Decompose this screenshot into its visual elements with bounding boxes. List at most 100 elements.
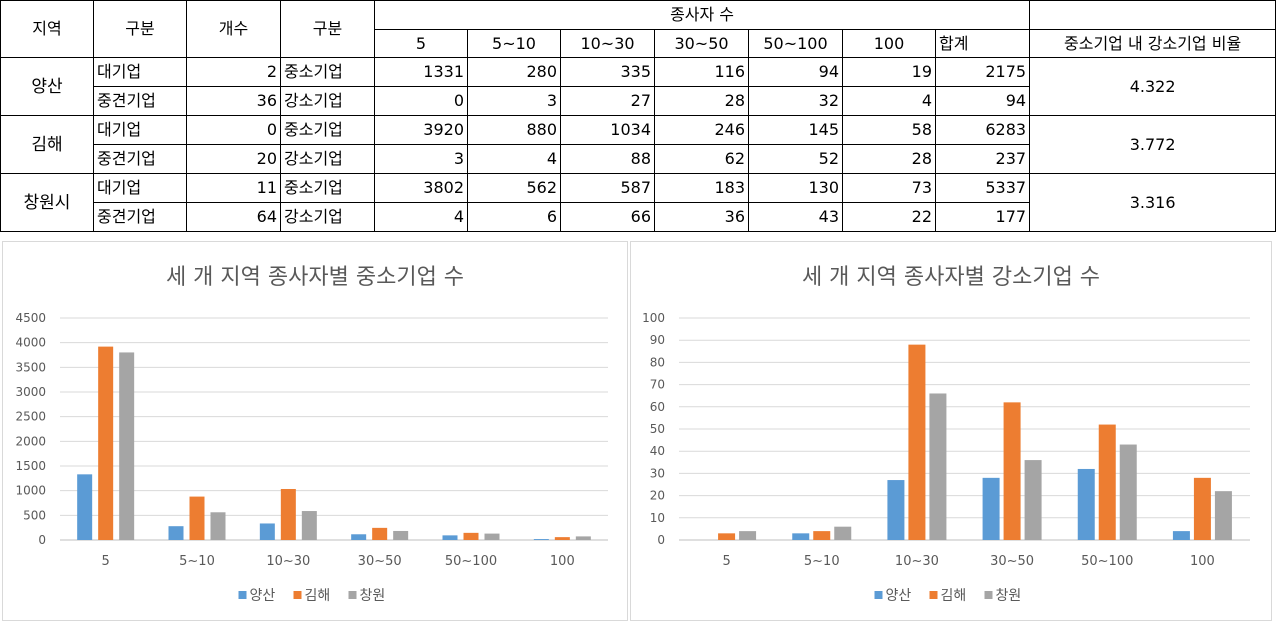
value-cell[interactable]: 1034 (560, 115, 655, 145)
legend-swatch-창원 (984, 591, 993, 599)
y-tick-label: 3500 (15, 360, 46, 374)
type2-cell[interactable]: 강소기업 (280, 86, 375, 116)
legend-label: 창원 (996, 588, 1022, 604)
region-name-cell[interactable]: 창원시 (0, 173, 94, 232)
value-cell[interactable]: 58 (842, 115, 936, 145)
value-cell[interactable]: 335 (560, 57, 655, 87)
y-tick-label: 60 (650, 400, 665, 414)
type1-cell[interactable]: 중견기업 (93, 144, 187, 174)
value-cell[interactable]: 5337 (934, 173, 1031, 203)
bar-양산-5~10 (792, 533, 810, 540)
legend-swatch-김해 (929, 591, 938, 599)
value-cell[interactable]: 73 (842, 173, 936, 203)
y-tick-label: 100 (642, 311, 665, 325)
value-cell[interactable]: 0 (374, 86, 468, 116)
value-cell[interactable]: 130 (748, 173, 843, 203)
region-name-cell[interactable]: 양산 (0, 57, 94, 116)
ratio-cell[interactable]: 4.322 (1029, 57, 1277, 116)
header-size-10-30[interactable]: 10~30 (560, 29, 655, 58)
value-cell[interactable]: 177 (934, 202, 1031, 232)
count-cell[interactable]: 64 (186, 202, 281, 232)
bar-양산-5 (77, 474, 93, 540)
value-cell[interactable]: 32 (748, 86, 843, 116)
header-size-5[interactable]: 5 (374, 29, 468, 58)
value-cell[interactable]: 1331 (374, 57, 468, 87)
header-total[interactable]: 합계 (934, 29, 1031, 58)
type1-cell[interactable]: 대기업 (93, 57, 187, 87)
header-region[interactable]: 지역 (0, 0, 94, 58)
chart-strong-sme-by-employees[interactable]: 세 개 지역 종사자별 강소기업 수 0 10 20 30 40 50 60 70 80 90 100… (630, 241, 1272, 621)
type2-cell[interactable]: 중소기업 (280, 115, 375, 145)
spreadsheet-table-area: 지역 구분 개수 구분 종사자 수 5 5~10 10~30 30~50 50~… (0, 0, 1280, 235)
header-size-5-10[interactable]: 5~10 (467, 29, 561, 58)
value-cell[interactable]: 6 (467, 202, 561, 232)
ratio-cell[interactable]: 3.316 (1029, 173, 1277, 232)
value-cell[interactable]: 2175 (934, 57, 1031, 87)
value-cell[interactable]: 3920 (374, 115, 468, 145)
header-count[interactable]: 개수 (186, 0, 281, 58)
value-cell[interactable]: 183 (654, 173, 749, 203)
value-cell[interactable]: 88 (560, 144, 655, 174)
value-cell[interactable]: 280 (467, 57, 561, 87)
type1-cell[interactable]: 대기업 (93, 115, 187, 145)
value-cell[interactable]: 587 (560, 173, 655, 203)
table-row: 양산 대기업 2 중소기업 1331 280 335 116 94 19 2175 4.322 (0, 57, 1277, 116)
count-cell[interactable]: 20 (186, 144, 281, 174)
type2-cell[interactable]: 중소기업 (280, 57, 375, 87)
region-name-cell[interactable]: 김해 (0, 115, 94, 174)
value-cell[interactable]: 62 (654, 144, 749, 174)
count-cell[interactable]: 11 (186, 173, 281, 203)
value-cell[interactable]: 4 (374, 202, 468, 232)
header-size-30-50[interactable]: 30~50 (654, 29, 749, 58)
header-size-50-100[interactable]: 50~100 (748, 29, 843, 58)
value-cell[interactable]: 36 (654, 202, 749, 232)
type2-cell[interactable]: 강소기업 (280, 202, 375, 232)
header-employees[interactable]: 종사자 수 (373, 0, 1031, 30)
value-cell[interactable]: 116 (654, 57, 749, 87)
count-cell[interactable]: 0 (186, 115, 281, 145)
value-cell[interactable]: 66 (560, 202, 655, 232)
type1-cell[interactable]: 중견기업 (93, 86, 187, 116)
chart-title: 세 개 지역 종사자별 중소기업 수 (166, 265, 464, 290)
value-cell[interactable]: 145 (748, 115, 843, 145)
value-cell[interactable]: 94 (934, 86, 1031, 116)
legend-label: 양산 (886, 588, 912, 604)
value-cell[interactable]: 3802 (374, 173, 468, 203)
value-cell[interactable]: 28 (842, 144, 936, 174)
value-cell[interactable]: 6283 (934, 115, 1031, 145)
value-cell[interactable]: 28 (654, 86, 749, 116)
count-cell[interactable]: 2 (186, 57, 281, 87)
chart-sme-by-employees[interactable]: 세 개 지역 종사자별 중소기업 수 0 500 1000 1500 2000 2500 30… (2, 241, 628, 621)
value-cell[interactable]: 19 (842, 57, 936, 87)
type1-cell[interactable]: 대기업 (93, 173, 187, 203)
value-cell[interactable]: 52 (748, 144, 843, 174)
value-cell[interactable]: 3 (374, 144, 468, 174)
value-cell[interactable]: 4 (842, 86, 936, 116)
value-cell[interactable]: 4 (467, 144, 561, 174)
value-cell[interactable]: 27 (560, 86, 655, 116)
bar-김해-10~30 (280, 488, 296, 540)
value-cell[interactable]: 246 (654, 115, 749, 145)
type2-cell[interactable]: 중소기업 (280, 173, 375, 203)
value-cell[interactable]: 880 (467, 115, 561, 145)
ratio-cell[interactable]: 3.772 (1029, 115, 1277, 174)
chart-title: 세 개 지역 종사자별 강소기업 수 (802, 265, 1100, 290)
value-cell[interactable]: 43 (748, 202, 843, 232)
count-cell[interactable]: 36 (186, 86, 281, 116)
header-blank[interactable] (1029, 0, 1277, 30)
value-cell[interactable]: 562 (467, 173, 561, 203)
header-type1[interactable]: 구분 (93, 0, 187, 58)
value-cell[interactable]: 94 (748, 57, 843, 87)
bar-양산-50~100 (442, 535, 458, 540)
header-ratio[interactable]: 중소기업 내 강소기업 비율 (1029, 29, 1277, 58)
value-cell[interactable]: 22 (842, 202, 936, 232)
header-type2[interactable]: 구분 (280, 0, 375, 58)
header-size-100[interactable]: 100 (842, 29, 936, 58)
type2-cell[interactable]: 강소기업 (280, 144, 375, 174)
bar-김해-5 (718, 533, 736, 540)
value-cell[interactable]: 3 (467, 86, 561, 116)
type1-cell[interactable]: 중견기업 (93, 202, 187, 232)
bar-김해-10~30 (908, 344, 926, 540)
value-cell[interactable]: 237 (934, 144, 1031, 174)
bar-창원-30~50 (1024, 460, 1042, 540)
